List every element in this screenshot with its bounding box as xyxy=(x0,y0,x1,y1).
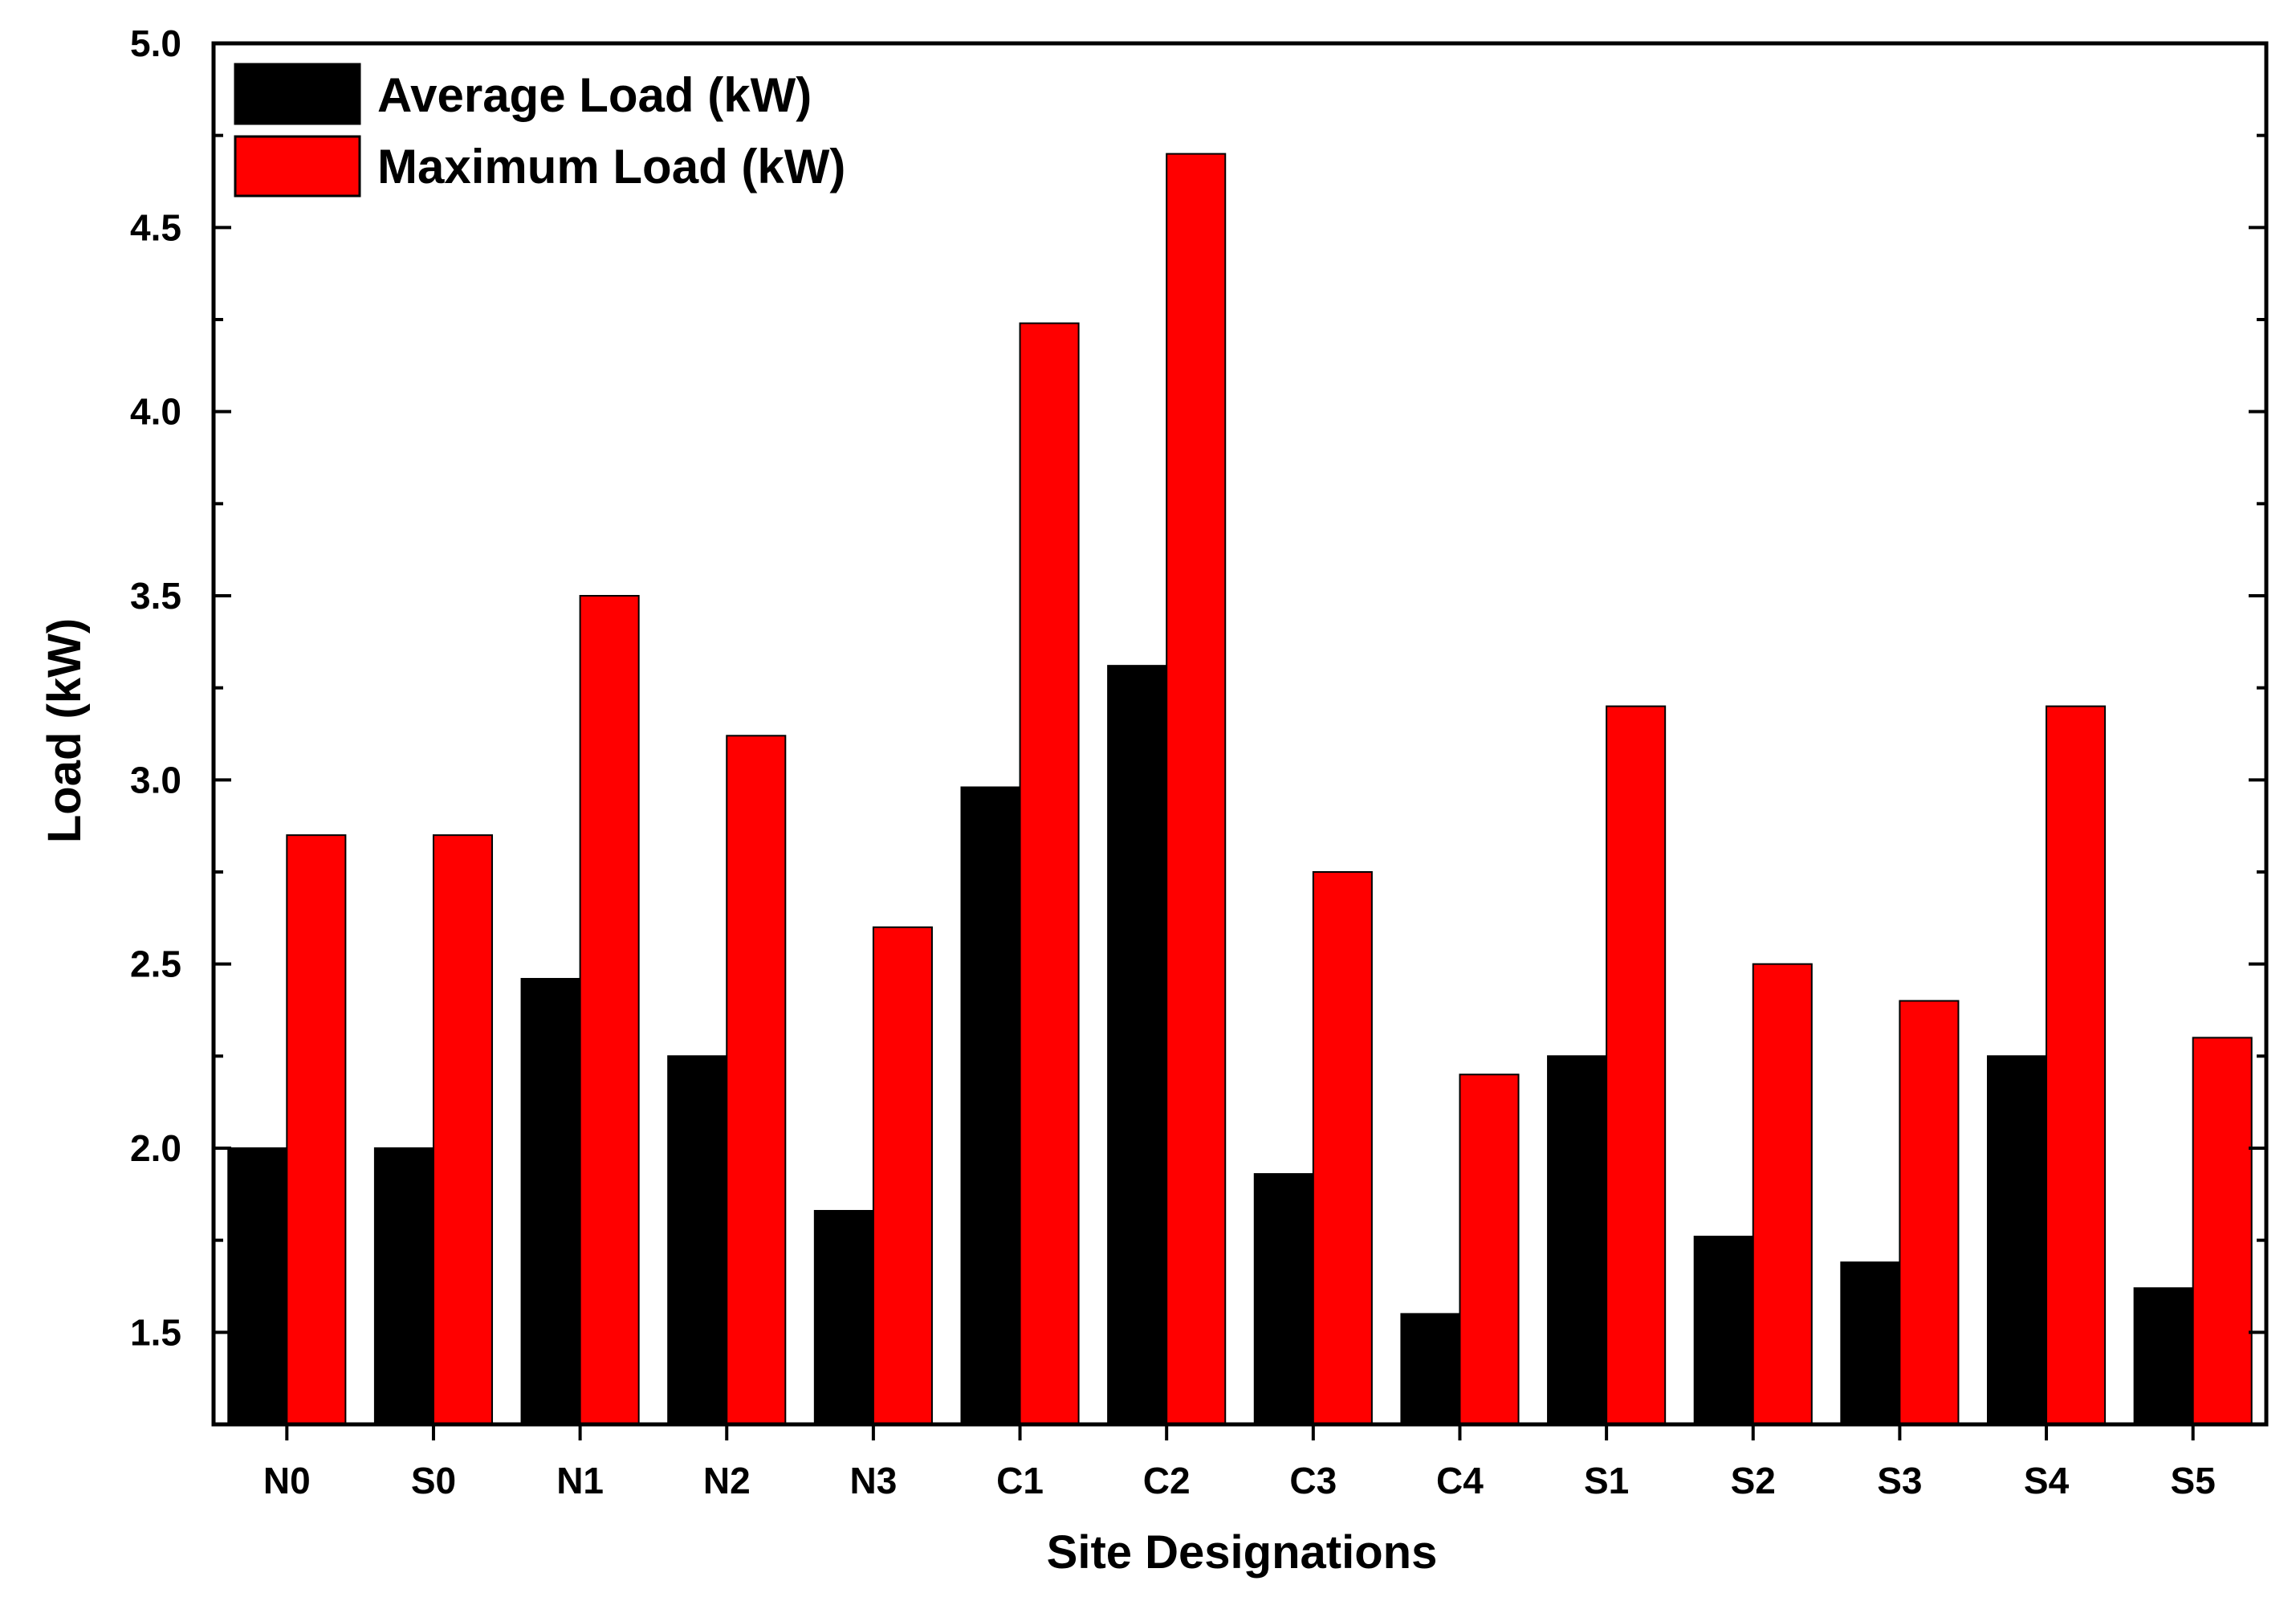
y-axis-title: Load (kW) xyxy=(39,618,91,843)
bar-average-load-c2 xyxy=(1107,665,1168,1425)
x-tick-label: N2 xyxy=(703,1460,751,1501)
y-tick-label: 3.0 xyxy=(130,759,181,801)
x-tick-label: N3 xyxy=(849,1460,897,1501)
x-tick-label: S1 xyxy=(1584,1460,1629,1501)
x-tick-label: C3 xyxy=(1289,1460,1337,1501)
legend-label-average-load: Average Load (kW) xyxy=(377,68,812,122)
bar-average-load-n3 xyxy=(813,1209,874,1426)
bar-maximum-load-s5 xyxy=(2192,1037,2253,1426)
bar-maximum-load-s2 xyxy=(1752,963,1813,1425)
bar-maximum-load-c1 xyxy=(1019,322,1080,1425)
x-tick-label: S3 xyxy=(1877,1460,1922,1501)
bar-maximum-load-s0 xyxy=(432,834,494,1425)
bars-group xyxy=(227,153,2253,1426)
bar-maximum-load-n0 xyxy=(286,834,347,1425)
bar-average-load-s5 xyxy=(2133,1287,2194,1425)
y-tick-label: 5.0 xyxy=(130,22,181,64)
y-tick-label: 2.0 xyxy=(130,1127,181,1169)
x-tick-label: C1 xyxy=(996,1460,1044,1501)
axis-ticks-group xyxy=(214,42,2266,1440)
legend-swatch-average-load xyxy=(234,63,361,125)
bar-maximum-load-s3 xyxy=(1899,1000,1960,1425)
bar-maximum-load-c4 xyxy=(1459,1073,1520,1426)
x-axis-title: Site Designations xyxy=(1047,1526,1438,1579)
x-tick-label: C2 xyxy=(1143,1460,1191,1501)
bar-average-load-c4 xyxy=(1400,1313,1461,1426)
y-tick-label: 1.5 xyxy=(130,1311,181,1353)
y-tick-label: 3.5 xyxy=(130,575,181,617)
tick-labels-group: 1.5 2.0 2.5 3.0 3.5 4.0 4.5 5.0 N0 S0 N1 N2 N3 C1 C2 C3… xyxy=(130,22,2216,1501)
bar-maximum-load-n3 xyxy=(872,926,933,1426)
legend: Average Load (kW) Maximum Load (kW) xyxy=(234,63,845,198)
x-tick-label: N0 xyxy=(263,1460,311,1501)
bar-maximum-load-s1 xyxy=(1606,705,1667,1425)
x-tick-label: N1 xyxy=(556,1460,604,1501)
bar-average-load-n0 xyxy=(227,1147,288,1425)
y-tick-label: 4.5 xyxy=(130,206,181,248)
x-tick-label: C4 xyxy=(1436,1460,1484,1501)
legend-swatch-maximum-load xyxy=(234,135,361,198)
plot-frame xyxy=(211,41,2269,1427)
bar-average-load-s2 xyxy=(1693,1236,1754,1425)
bar-average-load-n2 xyxy=(667,1055,728,1426)
x-tick-label: S2 xyxy=(1731,1460,1776,1501)
bar-maximum-load-c2 xyxy=(1166,153,1227,1426)
x-tick-label: S0 xyxy=(411,1460,456,1501)
bar-maximum-load-n2 xyxy=(726,735,787,1425)
bar-maximum-load-s4 xyxy=(2046,705,2107,1425)
legend-label-maximum-load: Maximum Load (kW) xyxy=(377,140,845,194)
bar-average-load-s4 xyxy=(1986,1055,2048,1426)
bar-average-load-s0 xyxy=(373,1147,434,1425)
bar-average-load-s3 xyxy=(1840,1261,1901,1425)
x-tick-label: S4 xyxy=(2024,1460,2070,1501)
x-tick-label: S5 xyxy=(2171,1460,2216,1501)
y-tick-label: 2.5 xyxy=(130,943,181,985)
bar-maximum-load-c3 xyxy=(1312,871,1373,1425)
bar-average-load-c1 xyxy=(960,786,1021,1425)
bar-average-load-c3 xyxy=(1253,1173,1314,1426)
bar-average-load-s1 xyxy=(1547,1055,1608,1426)
bar-average-load-n1 xyxy=(520,978,581,1425)
y-tick-label: 4.0 xyxy=(130,391,181,433)
bar-maximum-load-n1 xyxy=(579,595,640,1425)
